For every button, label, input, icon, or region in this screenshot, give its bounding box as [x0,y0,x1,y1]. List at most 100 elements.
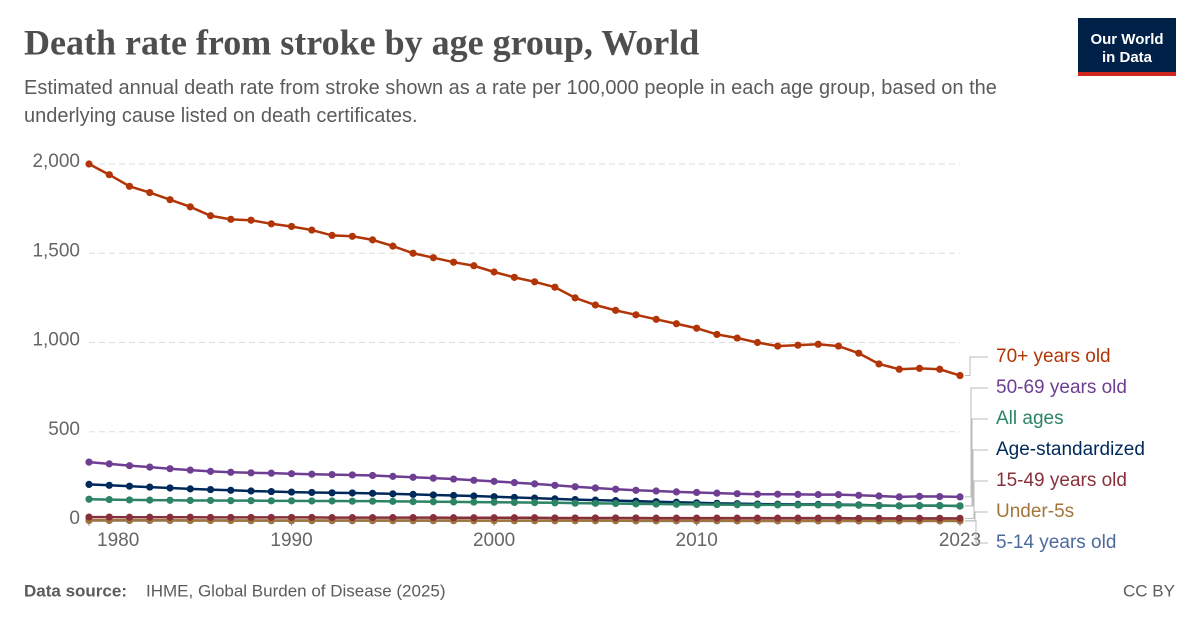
point [632,500,640,508]
point [287,497,296,505]
point [591,484,599,492]
point [490,514,498,522]
series-line [88,162,961,377]
point [85,458,93,466]
point [287,222,296,231]
point [632,311,640,319]
point [510,273,518,281]
point [328,231,336,239]
point [348,514,356,522]
point [409,473,417,481]
point [531,514,539,522]
point [287,470,296,478]
legend-label: All ages [996,408,1064,429]
point [429,498,437,506]
point [774,490,782,498]
point [936,492,944,501]
point [733,501,741,509]
point [814,501,822,509]
point [267,220,275,228]
point [186,466,194,474]
point [247,487,255,495]
point [571,483,579,491]
leader-line [965,449,988,507]
point [672,500,681,508]
point [308,470,316,478]
logo-text: Our World [1090,31,1163,48]
point [713,500,721,509]
legend-label: 50-69 years old [996,377,1127,398]
point [348,232,356,240]
point [450,475,458,483]
point [531,278,539,286]
y-tick-label: 1,000 [32,330,80,351]
point [956,493,964,501]
point [186,485,194,493]
point [389,472,397,480]
point [591,499,599,507]
leader-line [965,387,988,498]
point [612,514,620,522]
point [591,301,599,309]
point [450,491,458,500]
point [652,315,660,323]
point [632,486,640,494]
point [652,487,660,495]
point [389,490,397,498]
point [510,514,518,522]
point [814,490,822,499]
point [146,513,154,521]
point [713,489,721,497]
point [855,501,863,509]
point [753,501,762,509]
point [915,492,924,500]
point [753,490,762,498]
point [328,514,336,522]
point [834,342,843,350]
point [227,468,235,476]
point [166,196,174,204]
point [389,242,397,250]
point [348,497,356,505]
point [267,487,275,496]
point [186,496,194,505]
point [774,501,782,509]
series-line [88,460,961,499]
point [328,497,336,505]
point [733,334,741,342]
point [834,501,843,509]
legend-label: Age-standardized [996,439,1145,460]
point [470,476,478,484]
point [166,496,174,504]
point [612,485,620,493]
point [247,469,255,477]
point [85,480,93,489]
point [531,499,539,507]
point [206,513,215,522]
point [105,495,113,504]
point [794,514,802,522]
point [247,216,255,224]
point [450,498,458,506]
point [267,497,275,505]
point [125,496,134,504]
point [834,490,843,499]
point [956,502,964,510]
source: IHME, Global Burden of Disease (2025) [146,581,446,600]
point [105,513,113,521]
point [146,483,154,491]
point [409,249,417,257]
point [227,486,235,494]
point [146,496,154,504]
point [490,268,498,276]
point [125,182,134,190]
point [186,203,194,211]
point [753,338,762,347]
point [713,330,721,339]
point [227,497,235,505]
point [368,514,377,522]
point [267,513,275,522]
point [672,320,681,328]
point [287,513,296,522]
leader-line [965,356,988,377]
